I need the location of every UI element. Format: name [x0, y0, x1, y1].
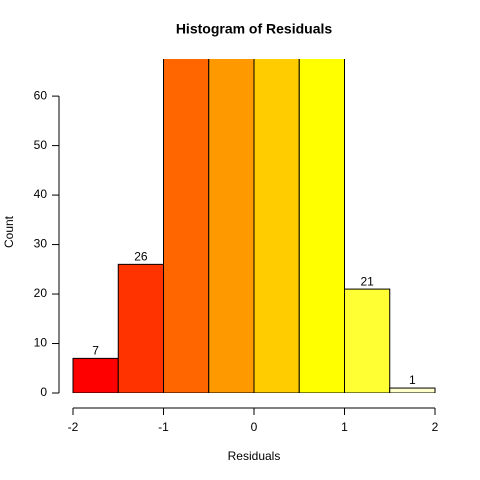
bar	[208, 59, 255, 393]
y-tick-label: 50	[34, 138, 48, 152]
y-axis-label: Count	[2, 215, 16, 248]
bar	[344, 288, 391, 393]
bars	[72, 59, 436, 393]
bar	[298, 59, 345, 393]
chart-title: Histogram of Residuals	[176, 21, 333, 37]
x-tick-label: 1	[341, 420, 348, 434]
y-tick-label: 40	[34, 187, 48, 201]
data-label: 1	[409, 373, 416, 387]
data-label: 7	[92, 344, 99, 358]
x-tick-label: -1	[158, 420, 169, 434]
y-tick-label: 0	[40, 385, 47, 399]
bar	[72, 357, 119, 393]
y-tick-label: 60	[34, 88, 48, 102]
x-tick-label: 0	[251, 420, 258, 434]
x-axis-label: Residuals	[228, 449, 281, 463]
y-tick-label: 10	[34, 336, 48, 350]
bar	[253, 59, 300, 393]
y-tick-label: 30	[34, 237, 48, 251]
x-tick-label: -2	[68, 420, 79, 434]
bar	[117, 263, 164, 393]
x-tick-label: 2	[432, 420, 439, 434]
bar	[163, 59, 210, 393]
data-label: 21	[360, 274, 374, 288]
data-label: 26	[134, 250, 148, 264]
bar	[389, 387, 436, 393]
y-tick-label: 20	[34, 286, 48, 300]
